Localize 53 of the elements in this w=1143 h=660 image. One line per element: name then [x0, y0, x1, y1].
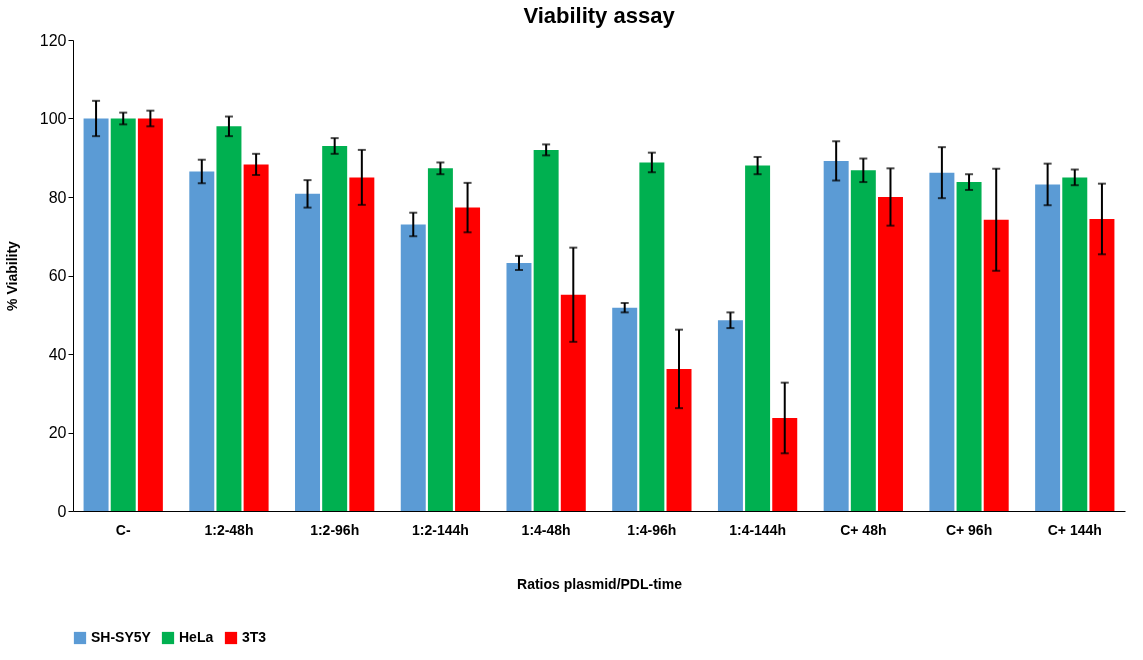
chart-title: Viability assay — [523, 3, 676, 28]
y-tick-label: 40 — [48, 345, 67, 363]
bar — [877, 197, 903, 511]
bar — [243, 164, 269, 511]
y-tick-label: 60 — [48, 267, 67, 284]
bar — [400, 224, 426, 511]
bar — [850, 170, 876, 511]
x-tick-label: 1:4-96h — [627, 521, 677, 538]
bar — [639, 162, 665, 511]
bar — [983, 219, 1009, 511]
bar — [216, 126, 242, 511]
bar — [427, 168, 453, 511]
bar — [717, 320, 743, 511]
bar — [110, 118, 136, 511]
bar — [745, 165, 771, 511]
x-tick-label: 1:2-48h — [204, 521, 254, 538]
bar — [1062, 177, 1088, 511]
x-tick-label: C+ 144h — [1047, 521, 1102, 538]
y-axis-title: % Viability — [3, 240, 20, 311]
x-tick-label: C+ 48h — [840, 521, 887, 538]
y-tick-label: 0 — [57, 502, 67, 520]
bar — [83, 118, 109, 511]
y-tick-label: 100 — [39, 110, 67, 127]
bar — [506, 262, 532, 511]
x-tick-label: 1:2-96h — [310, 521, 360, 538]
bar — [1035, 184, 1061, 511]
legend-label: 3T3 — [242, 629, 267, 645]
x-tick-label: C+ 96h — [945, 521, 993, 538]
bar — [560, 294, 586, 511]
x-tick-label: C- — [115, 521, 131, 538]
bar — [772, 417, 798, 511]
bar — [612, 307, 638, 511]
bar — [929, 172, 955, 511]
bar — [455, 207, 481, 511]
bar — [666, 368, 692, 511]
x-tick-label: 1:4-144h — [729, 521, 786, 538]
bar — [823, 160, 849, 511]
bar — [956, 182, 982, 511]
bar — [349, 177, 375, 511]
legend-label: SH-SY5Y — [91, 629, 152, 645]
x-axis-title: Ratios plasmid/PDL-time — [517, 575, 683, 592]
legend-label: HeLa — [179, 629, 214, 645]
bar — [322, 145, 348, 511]
y-tick-label: 80 — [48, 188, 67, 206]
x-tick-label: 1:4-48h — [521, 521, 571, 538]
y-tick-label: 20 — [48, 424, 67, 441]
bar — [137, 118, 163, 511]
y-tick-label: 120 — [39, 31, 67, 49]
bar — [295, 193, 321, 511]
bar — [189, 171, 215, 511]
bar — [533, 149, 559, 511]
x-tick-label: 1:2-144h — [412, 521, 469, 538]
bar — [1089, 218, 1115, 511]
